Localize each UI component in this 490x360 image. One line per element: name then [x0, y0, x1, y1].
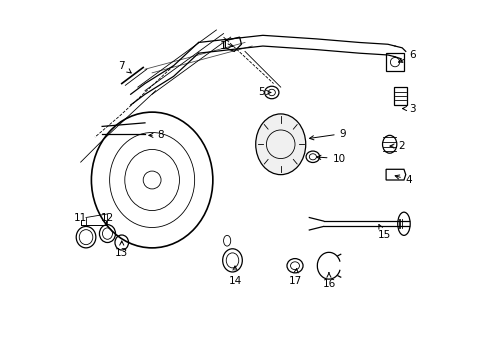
Text: 15: 15: [378, 225, 391, 240]
Text: 5: 5: [258, 87, 271, 98]
Text: 17: 17: [289, 269, 302, 286]
Text: 13: 13: [115, 241, 128, 258]
Text: 2: 2: [390, 141, 405, 151]
Text: 6: 6: [398, 50, 416, 62]
Text: 9: 9: [310, 129, 346, 140]
Text: 4: 4: [395, 175, 413, 185]
Text: 14: 14: [228, 266, 242, 286]
Text: 7: 7: [119, 61, 131, 73]
Text: 1: 1: [220, 41, 233, 51]
Ellipse shape: [256, 114, 306, 175]
Text: 10: 10: [317, 154, 345, 163]
Text: 12: 12: [101, 212, 114, 222]
Text: 11: 11: [74, 212, 87, 222]
Text: 8: 8: [149, 130, 164, 140]
Text: 16: 16: [322, 273, 336, 289]
Text: 3: 3: [402, 104, 416, 113]
